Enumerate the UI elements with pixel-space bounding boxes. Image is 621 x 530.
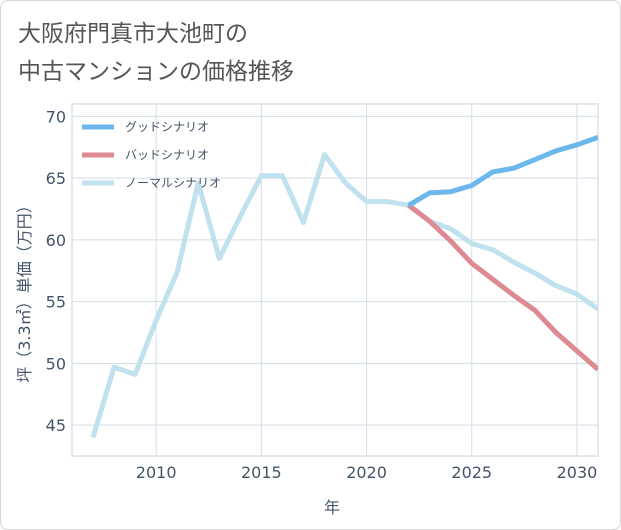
- x-tick-label: 2010: [136, 463, 177, 482]
- chart-title-line-2: 中古マンションの価格推移: [18, 59, 294, 85]
- x-tick-label: 2015: [241, 463, 282, 482]
- x-tick-label: 2020: [346, 463, 387, 482]
- y-axis-label: 坪（3.3㎡）単価（万円）: [15, 197, 34, 382]
- y-tick-label: 70: [46, 107, 66, 126]
- legend-label: グッドシナリオ: [125, 120, 209, 134]
- x-axis-label: 年: [324, 498, 340, 517]
- series-line-good: [407, 134, 598, 208]
- x-tick-label: 2030: [557, 463, 598, 482]
- legend-label: ノーマルシナリオ: [125, 176, 221, 190]
- y-tick-label: 60: [46, 231, 66, 250]
- series-line-normal: [90, 152, 598, 439]
- series-line-bad: [407, 203, 598, 372]
- x-tick-label: 2025: [451, 463, 492, 482]
- plot-area-border: [71, 103, 599, 457]
- y-tick-label: 65: [46, 169, 66, 188]
- series-lines: [90, 134, 598, 439]
- tick-labels: 2010 2015 2020 2025 2030 45 50 55 60 65 70: [46, 107, 598, 482]
- y-tick-label: 45: [46, 416, 66, 435]
- y-tick-label: 55: [46, 293, 66, 312]
- grid: [71, 103, 599, 457]
- legend-label: バッドシナリオ: [125, 148, 209, 162]
- y-tick-label: 50: [46, 354, 66, 373]
- chart-title-line-1: 大阪府門真市大池町の: [18, 21, 248, 47]
